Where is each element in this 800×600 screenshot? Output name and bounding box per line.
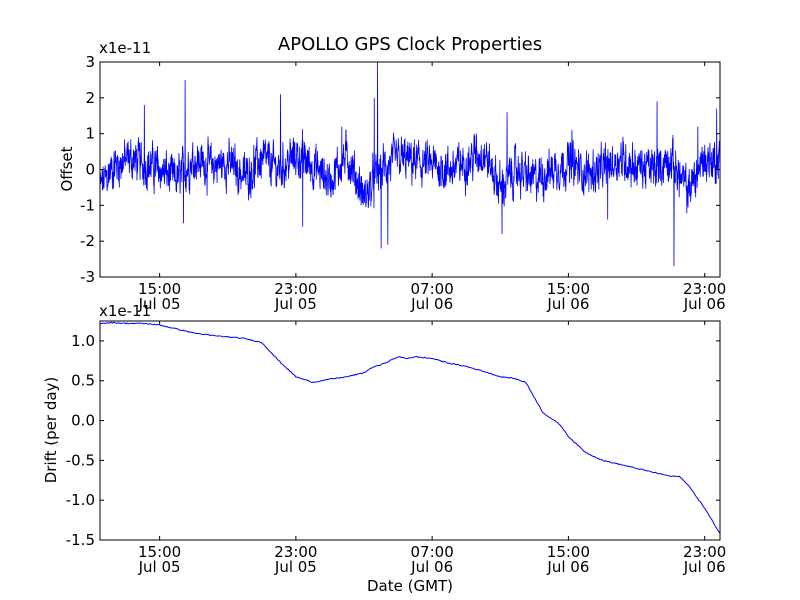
y-tick-label: -1.0 — [66, 491, 95, 509]
x-tick-label-date: Jul 06 — [410, 558, 453, 576]
x-tick-label-time: 15:00 — [547, 280, 590, 298]
x-tick-label-date: Jul 05 — [274, 295, 317, 313]
drift-axes-frame — [99, 320, 721, 541]
y-tick-label: -1.5 — [66, 531, 95, 549]
y-tick-label: 0.5 — [71, 372, 95, 390]
x-tick-label-date: Jul 05 — [138, 558, 181, 576]
x-tick-label-time: 07:00 — [411, 280, 454, 298]
x-tick-label-time: 23:00 — [683, 543, 726, 561]
drift-multiplier-label: x1e-11 — [99, 302, 151, 320]
x-tick-label-date: Jul 06 — [546, 558, 589, 576]
x-tick-label-date: Jul 06 — [546, 295, 589, 313]
y-tick-label: -2 — [80, 232, 95, 250]
y-tick-label: 0.0 — [71, 412, 95, 430]
y-tick-label: -3 — [80, 268, 95, 286]
y-tick-label: 1.0 — [71, 332, 95, 350]
y-tick-label: 1 — [85, 125, 95, 143]
offset-series-line — [100, 62, 720, 267]
x-tick-label-time: 15:00 — [138, 543, 181, 561]
x-tick-label-date: Jul 06 — [683, 295, 726, 313]
x-tick-label-time: 23:00 — [274, 543, 317, 561]
offset-multiplier-label: x1e-11 — [99, 39, 151, 57]
x-tick-label-date: Jul 05 — [274, 558, 317, 576]
x-tick-label-time: 23:00 — [274, 280, 317, 298]
y-tick-label: 2 — [85, 89, 95, 107]
y-tick-label: 0 — [85, 161, 95, 179]
x-tick-label-time: 07:00 — [411, 543, 454, 561]
x-tick-label-time: 15:00 — [138, 280, 181, 298]
drift-x-axis-label: Date (GMT) — [367, 577, 453, 595]
drift-series-line — [100, 321, 720, 534]
drift-y-axis-label: Drift (per day) — [42, 377, 60, 484]
y-tick-label: -0.5 — [66, 451, 95, 469]
drift-plot: x1e-11 Drift (per day) Date (GMT) -1.5 -1… — [42, 302, 726, 595]
x-tick-label-date: Jul 06 — [410, 295, 453, 313]
x-tick-label-date: Jul 05 — [138, 295, 181, 313]
y-tick-label: -1 — [80, 196, 95, 214]
x-tick-label-time: 23:00 — [683, 280, 726, 298]
x-tick-label-time: 15:00 — [547, 543, 590, 561]
chart-title: APOLLO GPS Clock Properties — [278, 34, 542, 55]
y-tick-label: 3 — [85, 53, 95, 71]
offset-y-axis-label: Offset — [58, 146, 76, 191]
x-tick-label-date: Jul 06 — [683, 558, 726, 576]
